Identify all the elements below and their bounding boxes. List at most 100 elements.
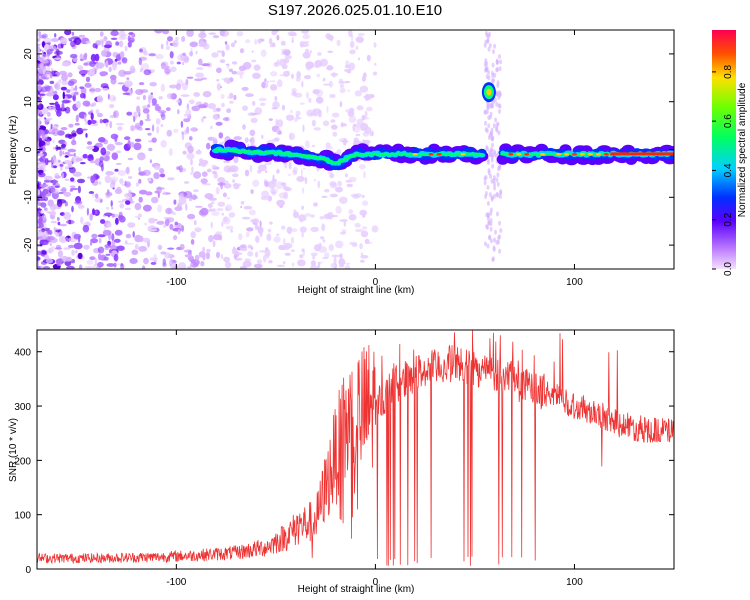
noise-blob bbox=[127, 222, 136, 228]
noise-blob bbox=[61, 80, 69, 86]
noise-blob bbox=[493, 151, 497, 157]
noise-blob bbox=[261, 190, 270, 198]
noise-blob bbox=[326, 105, 329, 114]
noise-blob bbox=[345, 262, 351, 265]
noise-blob bbox=[491, 257, 495, 263]
noise-blob bbox=[195, 72, 205, 78]
noise-blob bbox=[244, 137, 249, 143]
noise-blob bbox=[71, 139, 77, 146]
noise-blob bbox=[290, 249, 295, 252]
noise-blob bbox=[60, 37, 68, 45]
noise-blob bbox=[285, 114, 295, 121]
noise-blob bbox=[315, 96, 324, 104]
noise-blob bbox=[117, 170, 127, 176]
signal-hotspot bbox=[516, 153, 522, 156]
noise-blob bbox=[274, 137, 280, 142]
noise-blob bbox=[57, 221, 61, 226]
noise-blob bbox=[283, 191, 289, 200]
noise-blob bbox=[200, 178, 208, 184]
noise-blob bbox=[37, 67, 47, 74]
noise-blob bbox=[258, 97, 267, 102]
noise-blob bbox=[487, 104, 490, 110]
noise-blob bbox=[228, 68, 233, 73]
signal-trace-segment bbox=[350, 154, 357, 158]
noise-blob bbox=[213, 208, 216, 212]
noise-blob bbox=[111, 240, 116, 247]
noise-blob bbox=[315, 89, 324, 98]
noise-blob bbox=[110, 74, 117, 81]
noise-blob bbox=[486, 212, 490, 218]
noise-blob bbox=[316, 73, 321, 78]
noise-blob bbox=[65, 237, 69, 243]
noise-blob bbox=[236, 70, 245, 76]
noise-blob bbox=[127, 41, 132, 48]
signal-hotspot bbox=[540, 153, 546, 156]
noise-blob bbox=[68, 123, 74, 128]
noise-blob bbox=[217, 201, 226, 207]
colorbar-ticks: 0.0 0.2 0.4 0.6 0.8 bbox=[712, 64, 734, 276]
noise-blob bbox=[290, 109, 293, 114]
noise-blob bbox=[201, 63, 210, 67]
noise-blob bbox=[487, 168, 491, 174]
noise-blob bbox=[325, 33, 332, 39]
noise-blob bbox=[335, 205, 342, 214]
signal-trace-segment bbox=[471, 152, 475, 156]
noise-blob bbox=[290, 236, 295, 244]
noise-blob bbox=[284, 252, 291, 256]
noise-blob bbox=[49, 243, 52, 246]
noise-blob bbox=[301, 42, 309, 48]
noise-blob bbox=[492, 245, 496, 251]
noise-blob bbox=[95, 175, 100, 179]
signal-trace-segment bbox=[223, 148, 227, 152]
noise-blob bbox=[74, 122, 80, 126]
noise-blob bbox=[310, 252, 318, 257]
noise-blob bbox=[232, 183, 242, 187]
noise-blob bbox=[283, 183, 287, 190]
noise-blob bbox=[43, 138, 50, 142]
noise-blob bbox=[98, 181, 102, 185]
snr-y-tick-label: 400 bbox=[14, 348, 31, 359]
signal-trace-segment bbox=[393, 152, 397, 156]
noise-blob bbox=[361, 115, 366, 121]
noise-blob bbox=[222, 192, 227, 198]
signal-trace-segment bbox=[344, 157, 351, 161]
noise-blob bbox=[213, 233, 222, 241]
noise-blob bbox=[54, 50, 63, 55]
noise-blob bbox=[491, 142, 494, 148]
noise-blob bbox=[130, 141, 135, 148]
noise-blob bbox=[191, 166, 194, 174]
noise-blob bbox=[101, 88, 109, 91]
noise-blob bbox=[90, 112, 94, 121]
noise-blob bbox=[114, 168, 119, 172]
noise-blob bbox=[484, 58, 488, 64]
noise-blob bbox=[498, 66, 502, 72]
noise-blob bbox=[39, 230, 48, 237]
noise-blob bbox=[72, 96, 75, 100]
noise-blob bbox=[484, 30, 488, 36]
snr-y-ticks: 0 100 200 300 400 bbox=[14, 348, 674, 576]
noise-blob bbox=[283, 261, 286, 265]
noise-blob bbox=[158, 96, 163, 100]
noise-blob bbox=[68, 219, 72, 225]
noise-blob bbox=[83, 54, 87, 61]
noise-blob bbox=[212, 113, 221, 120]
noise-blob bbox=[155, 53, 164, 60]
noise-blob bbox=[99, 199, 103, 203]
noise-blob bbox=[106, 263, 115, 267]
noise-blob bbox=[489, 207, 493, 213]
noise-blob bbox=[233, 155, 239, 164]
signal-hotspot bbox=[564, 153, 569, 156]
noise-blob bbox=[291, 37, 294, 43]
noise-blob bbox=[215, 231, 223, 236]
noise-blob bbox=[160, 113, 166, 121]
noise-blob bbox=[41, 50, 44, 55]
noise-blob bbox=[37, 208, 42, 211]
noise-blob bbox=[485, 74, 489, 80]
noise-blob bbox=[230, 42, 235, 48]
noise-blob bbox=[84, 266, 94, 269]
noise-blob bbox=[76, 127, 84, 135]
noise-blob bbox=[58, 79, 62, 82]
noise-blob bbox=[194, 128, 198, 132]
noise-blob bbox=[233, 94, 237, 101]
noise-blob bbox=[192, 189, 199, 193]
